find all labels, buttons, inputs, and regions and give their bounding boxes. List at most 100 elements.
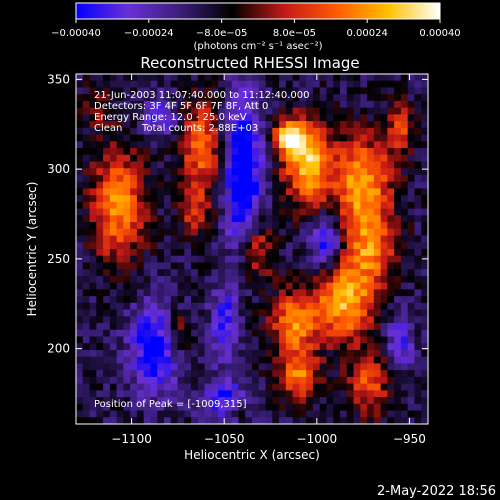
heatmap-cell — [116, 80, 124, 89]
heatmap-cell — [360, 100, 368, 109]
heatmap-cell — [191, 316, 199, 324]
heatmap-cell — [312, 208, 321, 216]
heatmap-cell — [312, 403, 321, 412]
heatmap-cell — [150, 80, 158, 89]
heatmap-cell — [346, 376, 355, 385]
heatmap-cell — [333, 87, 341, 95]
heatmap-cell — [387, 383, 395, 391]
heatmap-cell — [394, 363, 402, 371]
heatmap-cell — [292, 302, 300, 311]
heatmap-cell — [245, 255, 253, 264]
heatmap-cell — [130, 242, 138, 250]
heatmap-cell — [387, 417, 395, 424]
heatmap-cell — [326, 181, 334, 190]
heatmap-cell — [394, 154, 402, 163]
heatmap-cell — [204, 403, 212, 412]
heatmap-cell — [245, 410, 253, 418]
heatmap-cell — [150, 269, 158, 277]
heatmap-cell — [177, 74, 185, 82]
heatmap-cell — [123, 282, 131, 290]
heatmap-cell — [224, 107, 233, 115]
heatmap-cell — [130, 195, 138, 203]
heatmap-cell — [231, 336, 240, 344]
heatmap-cell — [143, 100, 152, 109]
heatmap-cell — [319, 316, 328, 324]
heatmap-cell — [177, 154, 185, 163]
heatmap-cell — [76, 222, 84, 230]
heatmap-cell — [191, 363, 199, 371]
heatmap-cell — [367, 323, 375, 331]
heatmap-cell — [373, 94, 382, 102]
heatmap-cell — [258, 215, 267, 223]
heatmap-cell — [258, 127, 267, 136]
heatmap-cell — [333, 249, 341, 257]
heatmap-cell — [164, 255, 172, 264]
heatmap-cell — [245, 349, 253, 358]
heatmap-cell — [76, 309, 84, 317]
heatmap-cell — [326, 161, 334, 169]
heatmap-cell — [204, 148, 212, 156]
heatmap-cell — [197, 107, 206, 115]
heatmap-cell — [258, 302, 267, 311]
heatmap-cell — [414, 370, 422, 378]
heatmap-cell — [312, 222, 321, 230]
heatmap-cell — [238, 410, 246, 418]
heatmap-cell — [367, 74, 375, 82]
heatmap-cell — [306, 168, 314, 176]
heatmap-cell — [421, 208, 428, 216]
heatmap-cell — [191, 100, 199, 109]
heatmap-cell — [157, 302, 165, 311]
heatmap-cell — [299, 302, 307, 311]
heatmap-cell — [279, 289, 287, 297]
heatmap-cell — [407, 390, 416, 398]
heatmap-cell — [306, 282, 314, 290]
heatmap-cell — [265, 275, 273, 284]
heatmap-cell — [333, 188, 341, 196]
heatmap-cell — [204, 242, 212, 250]
plot-frame — [75, 73, 429, 425]
heatmap-cell — [157, 397, 165, 405]
heatmap-cell — [353, 410, 361, 418]
heatmap-cell — [346, 329, 355, 338]
heatmap-cell — [292, 215, 300, 223]
heatmap-cell — [224, 80, 233, 89]
heatmap-cell — [252, 323, 260, 331]
heatmap-cell — [285, 309, 294, 317]
heatmap-cell — [157, 296, 165, 304]
heatmap-cell — [109, 356, 118, 365]
heatmap-cell — [346, 255, 355, 264]
heatmap-cell — [279, 296, 287, 304]
heatmap-cell — [252, 296, 260, 304]
heatmap-cell — [123, 390, 131, 398]
heatmap-cell — [96, 215, 104, 223]
heatmap-cell — [421, 181, 428, 190]
heatmap-cell — [150, 127, 158, 136]
heatmap-cell — [191, 403, 199, 412]
heatmap-cell — [421, 349, 428, 358]
heatmap-cell — [150, 343, 158, 351]
heatmap-cell — [421, 114, 428, 122]
heatmap-cell — [353, 390, 361, 398]
heatmap-cell — [394, 181, 402, 190]
heatmap-cell — [360, 309, 368, 317]
heatmap-cell — [238, 249, 246, 257]
heatmap-cell — [373, 336, 382, 344]
heatmap-cell — [367, 222, 375, 230]
heatmap-cell — [157, 336, 165, 344]
heatmap-cell — [197, 222, 206, 230]
heatmap-cell — [367, 215, 375, 223]
heatmap-cell — [184, 154, 192, 163]
heatmap-cell — [231, 107, 240, 115]
heatmap-cell — [143, 275, 152, 284]
heatmap-cell — [96, 255, 104, 264]
heatmap-cell — [164, 228, 172, 237]
heatmap-cell — [211, 403, 219, 412]
heatmap-cell — [136, 134, 145, 142]
heatmap-cell — [407, 94, 416, 102]
heatmap-cell — [76, 343, 84, 351]
heatmap-cell — [319, 74, 328, 82]
heatmap-cell — [170, 195, 179, 203]
colorbar-gradient — [75, 2, 441, 20]
heatmap-cell — [184, 174, 192, 183]
heatmap-cell — [340, 168, 348, 176]
